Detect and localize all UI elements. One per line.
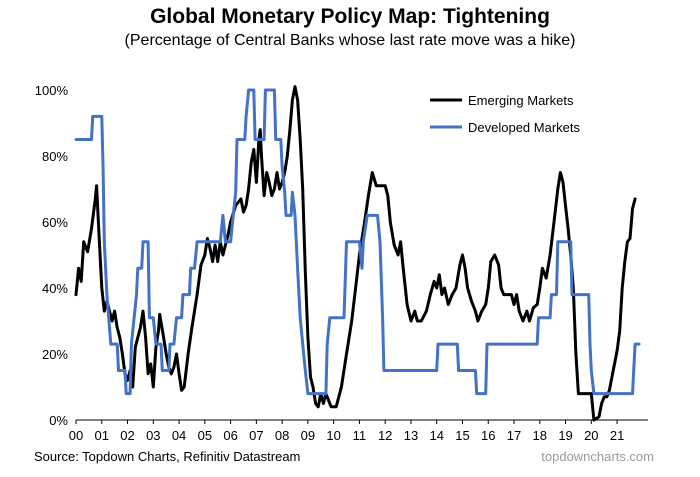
x-tick-label: 15 [455, 428, 469, 443]
line-chart: 0% 20% 40% 60% 80% 100% 00 01 02 03 04 05 06 07 08 09 10… [35, 83, 648, 443]
x-tick-label: 14 [429, 428, 443, 443]
x-tick-label: 13 [404, 428, 418, 443]
x-tick-label: 02 [120, 428, 134, 443]
x-tick-label: 20 [584, 428, 598, 443]
legend-label: Developed Markets [468, 120, 580, 135]
x-tick-label: 17 [507, 428, 521, 443]
x-tick-label: 12 [378, 428, 392, 443]
x-tick-label: 09 [301, 428, 315, 443]
x-tick-label: 04 [172, 428, 186, 443]
y-tick-label: 60% [42, 215, 68, 230]
x-tick-label: 00 [69, 428, 83, 443]
x-tick-label: 05 [198, 428, 212, 443]
x-tick-label: 08 [275, 428, 289, 443]
y-tick-label: 20% [42, 347, 68, 362]
chart-title: Global Monetary Policy Map: Tightening [150, 5, 550, 28]
x-tick-label: 06 [223, 428, 237, 443]
x-tick-label: 19 [558, 428, 572, 443]
x-tick-label: 07 [249, 428, 263, 443]
chart-subtitle: (Percentage of Central Banks whose last … [124, 32, 576, 49]
y-tick-label: 100% [35, 83, 69, 98]
chart-axes: 0% 20% 40% 60% 80% 100% 00 01 02 03 04 05 06 07 08 09 10… [35, 83, 648, 443]
x-tick-label: 10 [326, 428, 340, 443]
y-tick-label: 0% [49, 413, 68, 428]
x-tick-label: 03 [146, 428, 160, 443]
series-line-emerging-markets [74, 85, 637, 422]
y-tick-label: 40% [42, 281, 68, 296]
legend-label: Emerging Markets [468, 93, 574, 108]
y-tick-label: 80% [42, 149, 68, 164]
source-note: Source: Topdown Charts, Refinitiv Datast… [34, 449, 301, 464]
chart-legend: Emerging Markets Developed Markets [430, 93, 580, 135]
brand-watermark: topdowncharts.com [541, 449, 654, 464]
x-tick-label: 16 [481, 428, 495, 443]
series-line-developed-markets [74, 88, 641, 396]
x-tick-label: 21 [610, 428, 624, 443]
x-tick-label: 18 [533, 428, 547, 443]
x-tick-label: 11 [353, 428, 367, 443]
series-layer [74, 85, 641, 422]
x-tick-label: 01 [95, 428, 109, 443]
